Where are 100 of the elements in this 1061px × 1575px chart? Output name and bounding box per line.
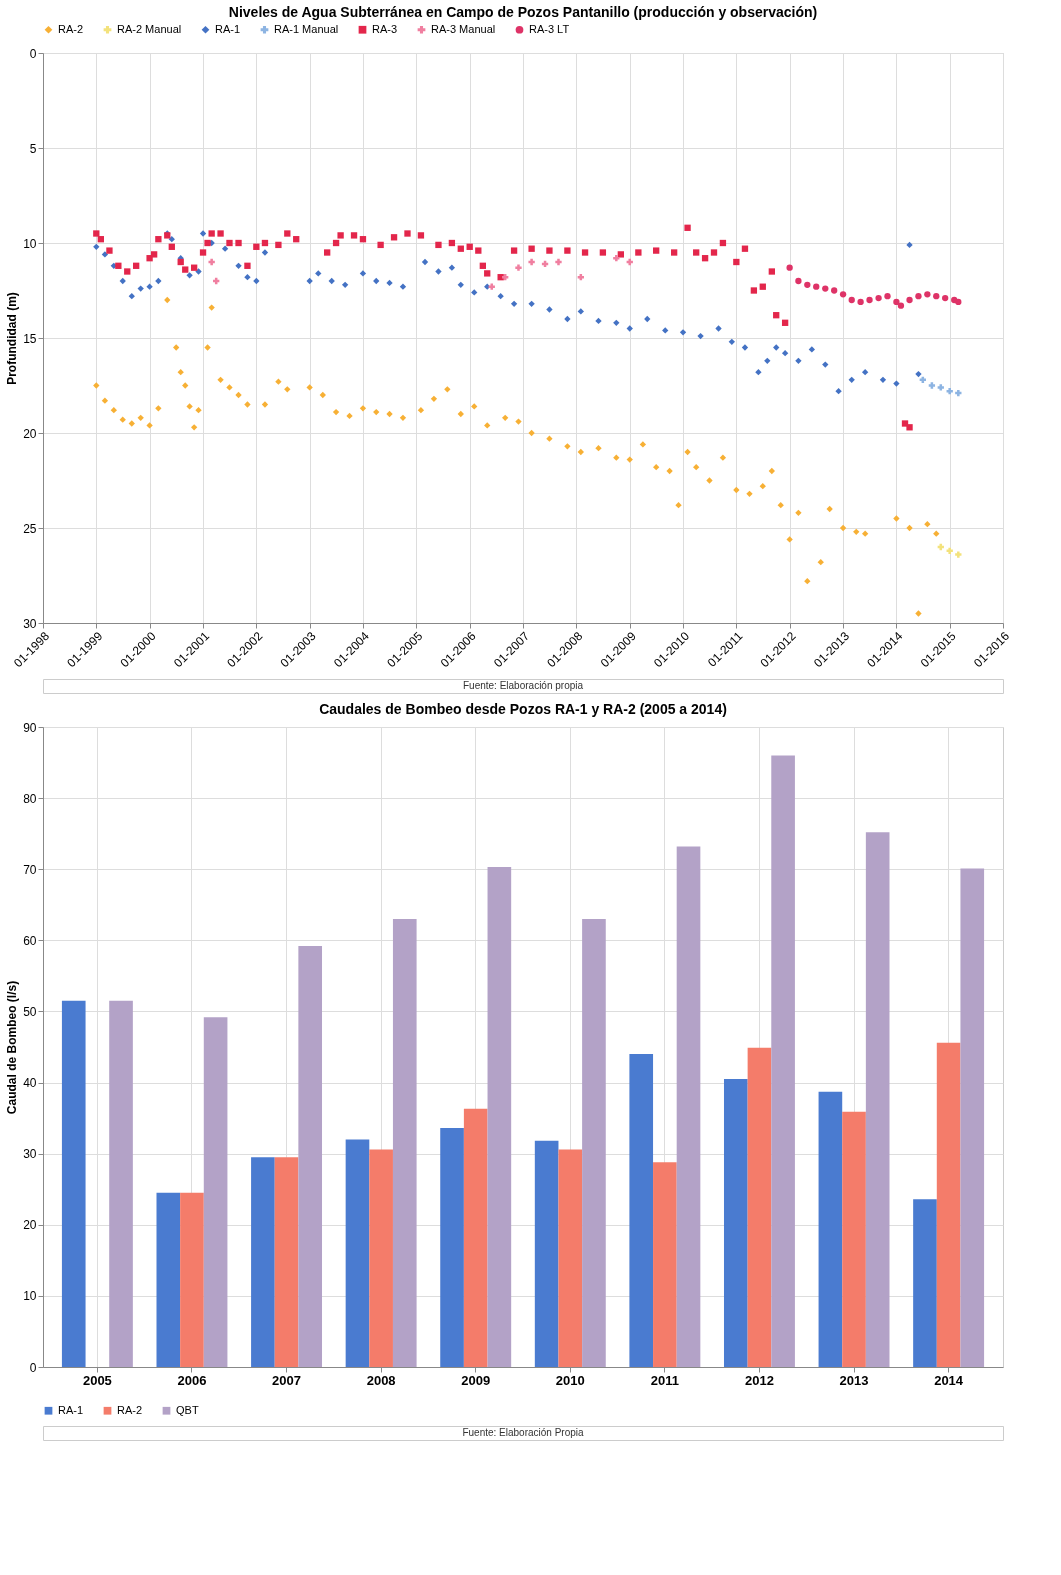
bar (771, 755, 795, 1367)
y-tick-label: 40 (23, 1076, 37, 1091)
point (839, 291, 847, 298)
point (804, 281, 811, 288)
bar (251, 1157, 275, 1367)
bar (298, 946, 323, 1367)
x-tick-label: 2011 (650, 1372, 679, 1388)
bar (653, 1162, 677, 1367)
y-tick-label: 0 (29, 1360, 37, 1375)
bar (558, 1149, 583, 1367)
point (515, 264, 522, 271)
point (942, 294, 949, 302)
bar (936, 1042, 961, 1367)
point (857, 298, 864, 306)
point (626, 258, 633, 266)
bar (842, 1111, 866, 1367)
point (488, 283, 495, 290)
point (813, 283, 820, 290)
legend-label: RA-3 (372, 22, 398, 35)
y-tick-label: 30 (23, 1147, 37, 1162)
y-tick-label: 0 (29, 46, 37, 61)
y-tick-label: 25 (23, 521, 37, 536)
y-tick-label: 10 (23, 1289, 37, 1304)
x-tick-label: 2010 (555, 1372, 585, 1388)
x-tick-label: 2014 (934, 1372, 964, 1388)
bar (109, 1000, 133, 1367)
bar (676, 846, 701, 1367)
y-tick-label: 50 (23, 1004, 37, 1019)
point (946, 388, 953, 395)
chart-title: Caudales de Bombeo desde Pozos RA-1 y RA-2 (2005 a 2014) (319, 701, 727, 717)
bar (723, 1079, 748, 1367)
legend-label: RA-1 (215, 22, 241, 35)
legend-label: RA-2 Manual (117, 22, 182, 35)
y-tick-label: 80 (23, 791, 37, 806)
bar (345, 1139, 370, 1367)
legend-label: RA-2 (58, 22, 84, 35)
point (555, 258, 562, 266)
source-note: Fuente: Elaboración propia (462, 680, 584, 691)
point (955, 298, 962, 306)
bar (392, 919, 417, 1367)
legend-label: RA-1 (58, 1403, 84, 1416)
point (528, 258, 535, 266)
point (866, 296, 873, 304)
point (933, 293, 940, 300)
y-tick-label: 15 (23, 331, 37, 346)
point (613, 255, 620, 262)
point (955, 551, 962, 558)
y-tick-label: 20 (23, 1218, 37, 1233)
legend-label: RA-1 Manual (274, 22, 339, 35)
x-tick-label: 2006 (177, 1372, 207, 1388)
bar (818, 1091, 843, 1367)
bar (463, 1108, 488, 1367)
bar (487, 867, 512, 1367)
point (848, 296, 855, 304)
y-axis-title: Caudal de Bombeo (l/s) (5, 980, 20, 1115)
bar (582, 919, 606, 1367)
y-tick-label: 30 (23, 616, 37, 631)
bar (534, 1140, 559, 1367)
point (208, 258, 215, 266)
bar (369, 1149, 393, 1367)
bar (180, 1192, 204, 1367)
bar (156, 1192, 181, 1367)
x-tick-label: 2009 (461, 1372, 491, 1388)
y-tick-label: 10 (23, 236, 37, 251)
y-tick-label: 70 (23, 862, 37, 877)
x-tick-label: 2012 (744, 1372, 774, 1388)
y-tick-label: 5 (29, 141, 37, 156)
x-tick-label: 2007 (272, 1372, 302, 1388)
point (924, 291, 931, 298)
source-note: Fuente: Elaboración Propia (462, 1427, 585, 1438)
y-tick-label: 20 (23, 426, 37, 441)
point (906, 296, 913, 304)
point (875, 294, 882, 302)
y-tick-label: 90 (23, 720, 37, 735)
bar (274, 1157, 299, 1367)
point (893, 298, 900, 306)
y-tick-label: 60 (23, 933, 37, 948)
legend-label: QBT (176, 1403, 199, 1416)
bar (61, 1000, 86, 1367)
point (928, 382, 936, 389)
bar (203, 1017, 228, 1367)
point (937, 384, 944, 391)
legend-label: RA-3 LT (529, 22, 570, 35)
bar (865, 832, 890, 1367)
legend-label: RA-3 Manual (431, 22, 496, 35)
bar (629, 1054, 654, 1367)
point (822, 285, 829, 292)
point (946, 547, 953, 554)
point (795, 277, 802, 285)
chart-title: Niveles de Agua Subterránea en Campo de Pozos Pantanillo (producción y observación) (228, 4, 818, 20)
bar (747, 1047, 772, 1367)
bar (913, 1199, 937, 1367)
y-axis-title: Profundidad (m) (5, 292, 20, 385)
point (786, 264, 793, 271)
point (884, 293, 891, 300)
point (915, 293, 922, 300)
x-tick-label: 2008 (366, 1372, 396, 1388)
bar (440, 1128, 464, 1367)
point (955, 389, 962, 397)
point (831, 287, 838, 294)
